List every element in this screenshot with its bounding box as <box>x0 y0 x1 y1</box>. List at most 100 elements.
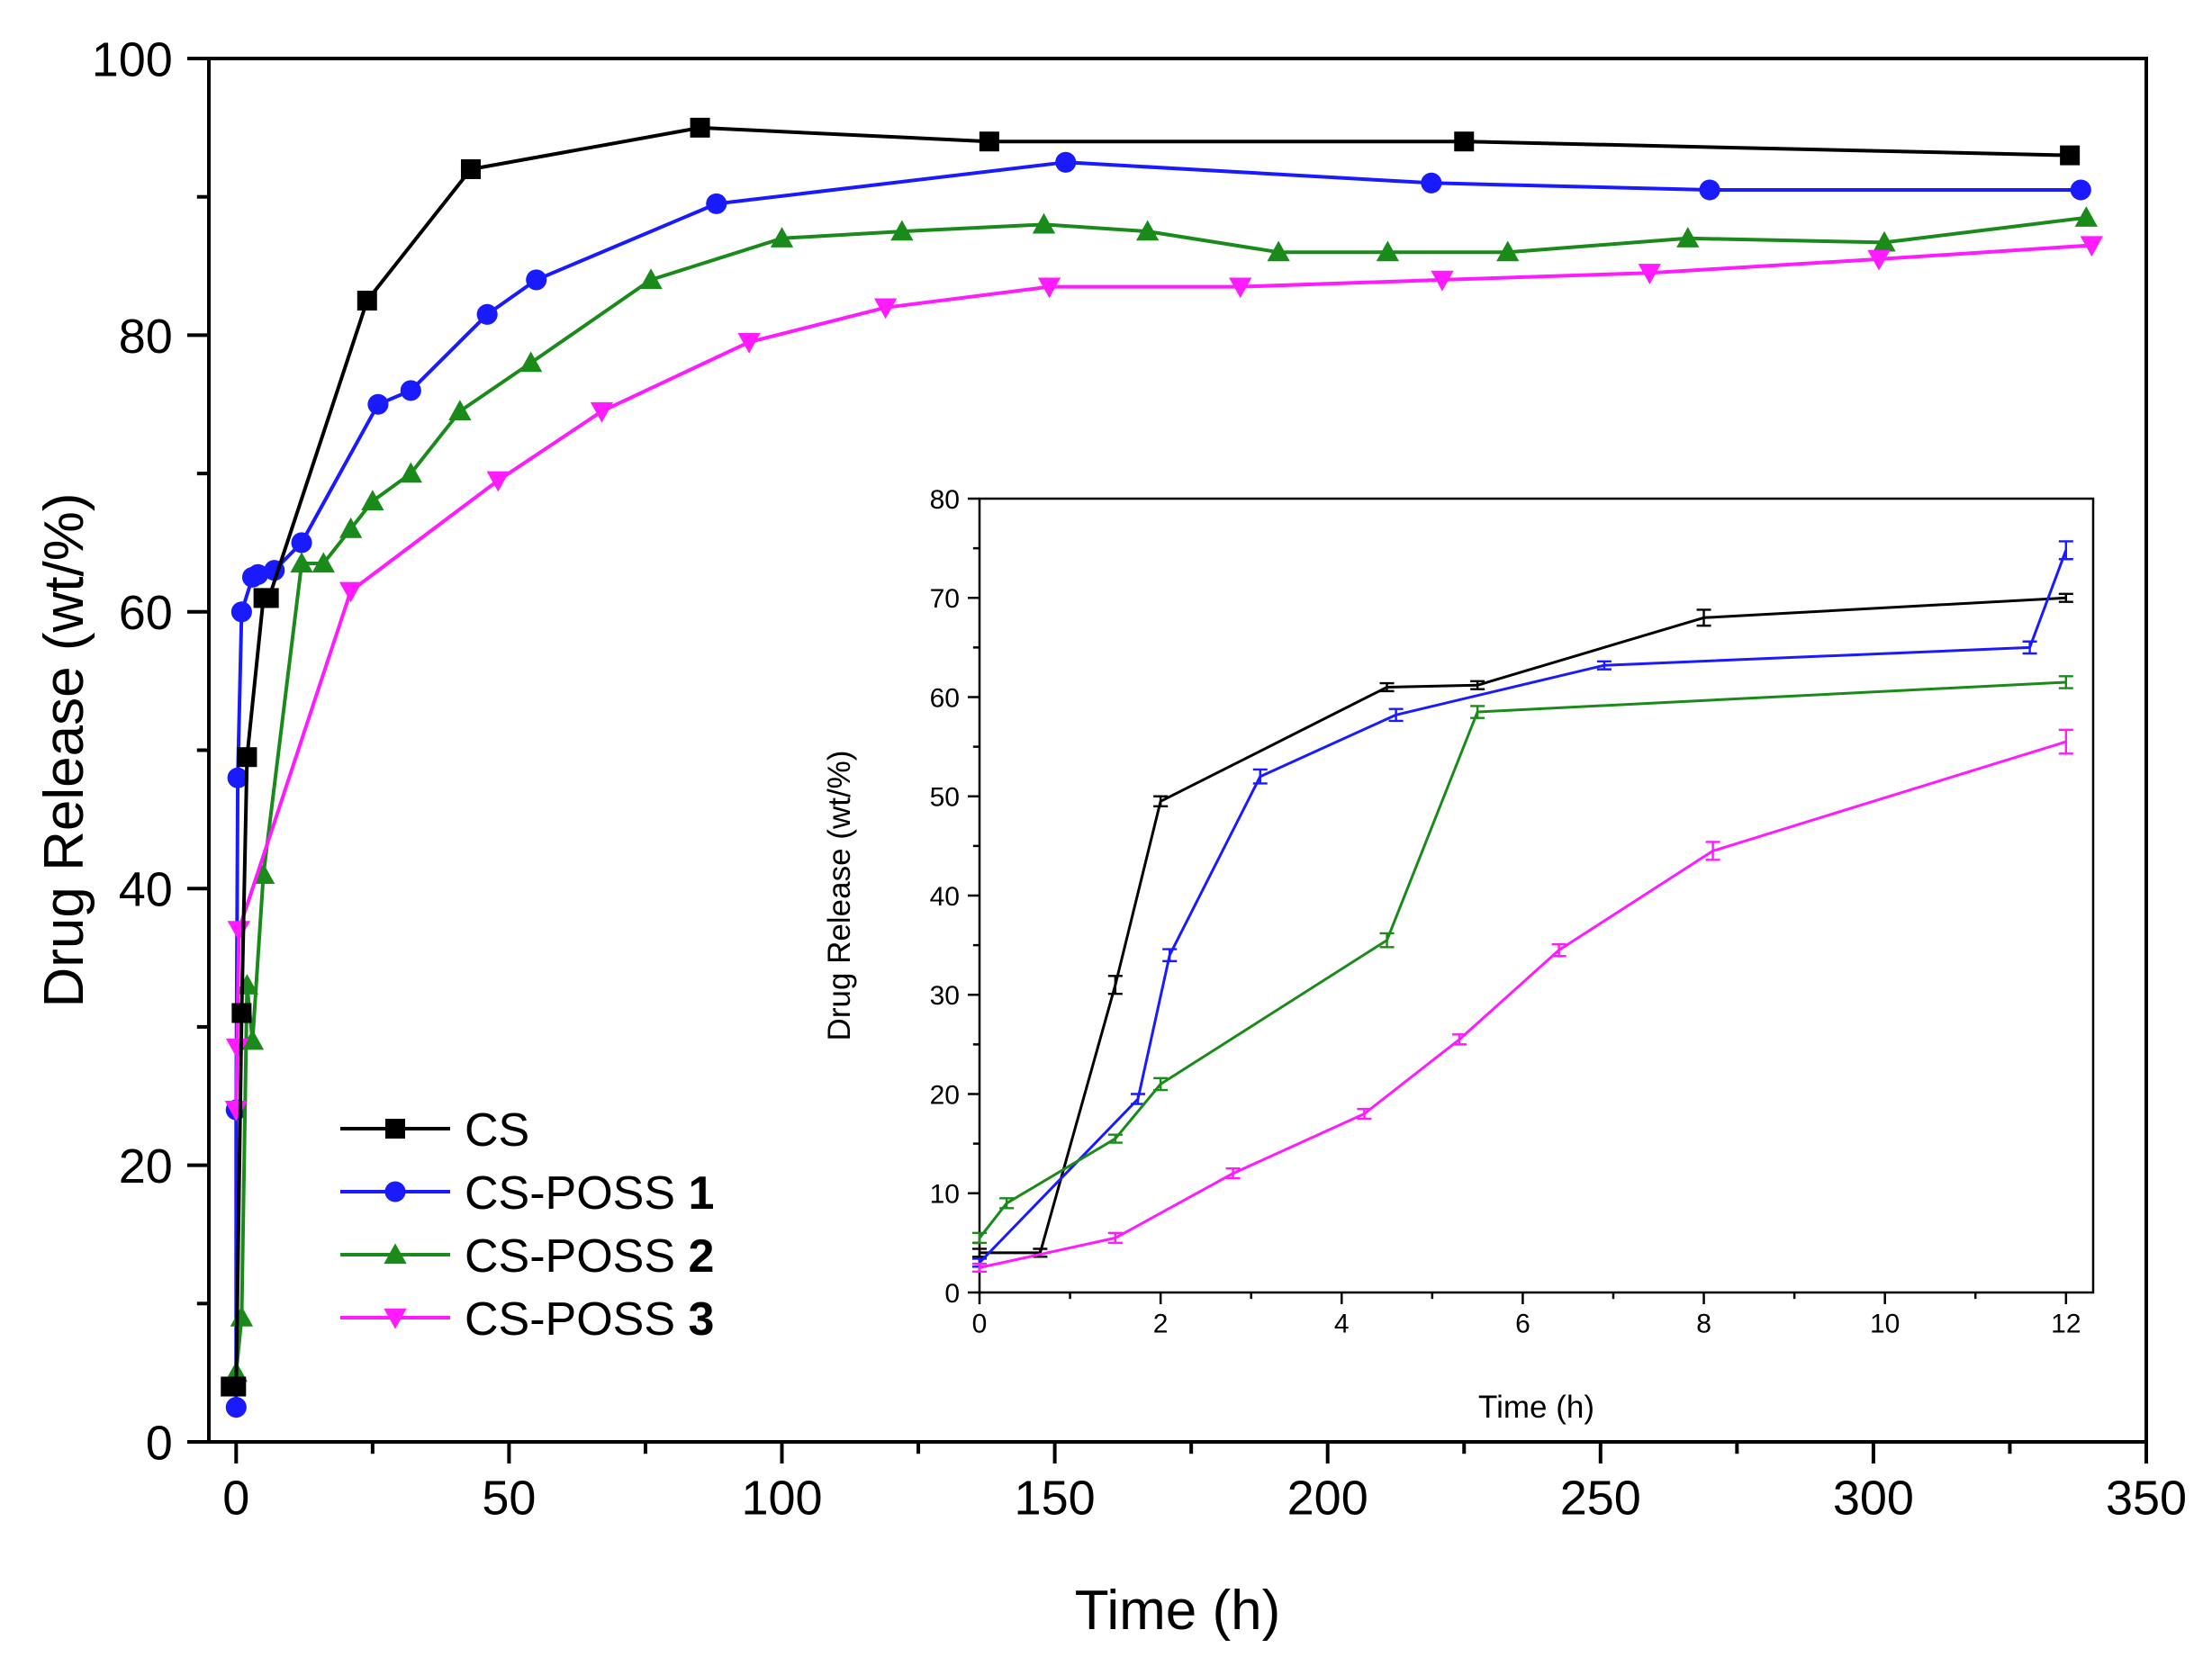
inset-y-tick-label: 30 <box>930 981 960 1011</box>
inset-error-bar-cs-poss-3 <box>1705 841 1720 861</box>
main-y-tick-label: 0 <box>146 1416 173 1470</box>
main-series-line-cs-poss-3 <box>234 243 2092 1111</box>
main-data-point-cs-poss-2 <box>399 462 422 483</box>
main-data-point-cs-poss-2 <box>448 400 472 421</box>
inset-chart: 0 2 4 6 8 10 12 0 10 20 30 40 50 60 70 80 Time (h) Drug R… <box>822 485 2095 1425</box>
legend-label-text: CS <box>465 1104 529 1157</box>
inset-error-bar-cs-poss-3 <box>1225 1166 1241 1180</box>
main-x-tick-label: 250 <box>1560 1472 1641 1526</box>
main-data-point-cs-poss-1 <box>2070 179 2091 201</box>
main-data-point-cs-poss-3 <box>1867 249 1891 271</box>
inset-x-tick-label: 12 <box>2051 1310 2081 1339</box>
inset-error-bar-cs-poss-1 <box>2058 540 2073 561</box>
legend-swatch-marker <box>385 1119 405 1139</box>
legend-swatch-marker <box>384 1181 406 1202</box>
main-data-point-cs-poss-2 <box>890 220 914 241</box>
main-data-point-cs-poss-2 <box>339 517 363 538</box>
main-data-point-cs-poss-1 <box>1055 151 1077 173</box>
inset-y-tick-label: 50 <box>930 783 960 813</box>
main-data-point-cs-poss-2 <box>2074 206 2098 227</box>
inset-x-tick-label: 2 <box>1153 1310 1169 1339</box>
inset-error-bar-cs-poss-2 <box>1470 705 1485 719</box>
inset-y-tick-label: 20 <box>930 1080 960 1110</box>
inset-y-tick-label: 10 <box>930 1180 960 1210</box>
inset-error-bar-cs-poss-1 <box>1388 707 1404 723</box>
main-data-point-cs-poss-2 <box>1267 240 1290 262</box>
inset-plot-frame <box>978 497 2095 1294</box>
inset-series-cs-poss-2 <box>972 675 2073 1245</box>
main-data-point-cs-poss-3 <box>874 298 898 320</box>
main-series-cs <box>221 117 2081 1397</box>
main-data-point-cs-poss-1 <box>367 393 389 415</box>
main-data-point-cs-poss-2 <box>290 552 313 573</box>
main-data-point-cs-poss-2 <box>770 227 794 248</box>
main-y-tick-label: 40 <box>119 863 173 917</box>
main-data-point-cs-poss-2 <box>519 351 543 373</box>
main-data-point-cs-poss-1 <box>400 380 421 401</box>
main-data-point-cs-poss-2 <box>361 490 384 510</box>
main-data-point-cs-poss-3 <box>339 581 363 603</box>
main-data-point-cs <box>226 1376 247 1397</box>
main-data-point-cs <box>2060 145 2081 166</box>
inset-error-bar-cs-poss-1 <box>1162 948 1178 962</box>
legend-swatch-marker <box>384 1243 407 1265</box>
inset-error-bar-cs <box>1696 608 1711 627</box>
main-data-point-cs-poss-1 <box>291 532 312 554</box>
main-y-tick-label: 100 <box>92 32 173 86</box>
inset-error-bar-cs-poss-1 <box>2022 640 2037 655</box>
main-x-tick-label: 200 <box>1287 1472 1368 1526</box>
main-data-point-cs-poss-2 <box>639 268 663 290</box>
inset-error-bar-cs <box>2058 592 2073 603</box>
inset-error-bar-cs-poss-1 <box>1252 768 1268 785</box>
inset-error-bar-cs <box>1470 680 1485 690</box>
main-x-tick-label: 0 <box>222 1472 249 1526</box>
inset-error-bar-cs <box>1153 795 1169 807</box>
main-data-point-cs-poss-2 <box>230 1306 254 1327</box>
main-data-point-cs <box>460 158 481 179</box>
legend-label: CS-POSS 1 <box>465 1167 714 1220</box>
legend-entry-cs-poss-1: CS-POSS 1 <box>340 1167 714 1220</box>
inset-series-line-cs-poss-1 <box>978 549 2068 1264</box>
legend-entry-cs: CS <box>340 1104 529 1157</box>
main-x-tick-label: 100 <box>741 1472 822 1526</box>
main-series-cs-poss-1 <box>225 151 2091 1418</box>
main-data-point-cs-poss-2 <box>1376 240 1400 262</box>
legend-entry-cs-poss-2: CS-POSS 2 <box>340 1230 714 1283</box>
inset-y-tick-label: 40 <box>930 882 960 912</box>
main-data-point-cs-poss-1 <box>526 269 547 291</box>
legend-label-number: 1 <box>689 1167 715 1220</box>
main-data-point-cs-poss-3 <box>486 471 510 492</box>
inset-x-tick-label: 8 <box>1696 1310 1711 1339</box>
main-data-point-cs-poss-2 <box>1496 240 1520 262</box>
main-y-tick-label: 20 <box>119 1139 173 1193</box>
legend-label-number: 2 <box>689 1230 715 1283</box>
inset-series-cs-poss-1 <box>972 540 2073 1268</box>
main-data-point-cs-poss-1 <box>1699 179 1720 201</box>
main-x-tick-label: 350 <box>2106 1472 2187 1526</box>
main-series-cs-poss-2 <box>224 206 2098 1382</box>
main-data-point-cs-poss-1 <box>248 563 269 585</box>
legend-label-text: CS-POSS <box>465 1230 689 1283</box>
main-data-point-cs-poss-3 <box>737 332 761 354</box>
main-data-point-cs <box>231 1003 252 1023</box>
inset-series-cs-poss-3 <box>972 728 2073 1274</box>
inset-error-bar-cs-poss-3 <box>972 1262 987 1274</box>
main-data-point-cs-poss-3 <box>1229 277 1252 299</box>
inset-y-tick-label: 0 <box>944 1279 960 1309</box>
main-data-point-cs-poss-2 <box>311 552 335 573</box>
legend-label: CS-POSS 2 <box>465 1230 714 1283</box>
inset-error-bar-cs-poss-2 <box>2058 675 2073 689</box>
main-data-point-cs <box>258 588 279 608</box>
main-data-point-cs-poss-2 <box>251 863 275 884</box>
main-y-tick-label: 80 <box>119 310 173 364</box>
legend-label: CS <box>465 1104 529 1157</box>
main-data-point-cs-poss-1 <box>476 303 498 325</box>
legend-swatch-marker <box>384 1308 407 1329</box>
inset-series-line-cs-poss-3 <box>979 740 2067 1269</box>
inset-error-bar-cs <box>1379 681 1395 693</box>
main-data-point-cs-poss-2 <box>1676 227 1700 248</box>
main-data-point-cs-poss-3 <box>227 921 250 941</box>
main-data-point-cs <box>1454 131 1475 152</box>
